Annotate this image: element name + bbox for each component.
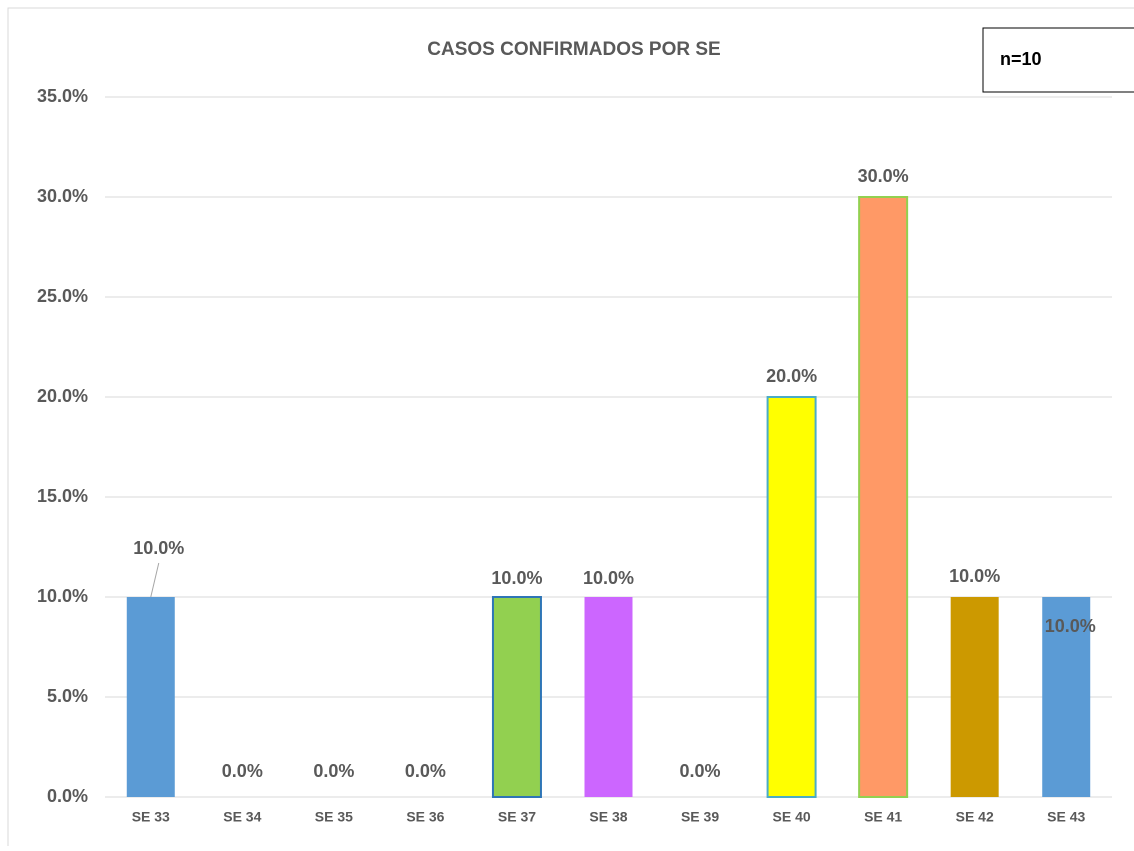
data-label: 20.0% — [766, 366, 817, 386]
data-label: 10.0% — [1045, 616, 1096, 636]
data-label: 30.0% — [858, 166, 909, 186]
x-tick-label: SE 35 — [315, 809, 353, 825]
data-label: 0.0% — [680, 761, 721, 781]
x-tick-label: SE 43 — [1047, 809, 1085, 825]
data-label: 10.0% — [583, 568, 634, 588]
y-tick-label: 20.0% — [37, 386, 88, 406]
bar — [491, 596, 542, 798]
annotation-box — [982, 27, 1134, 93]
bar — [126, 597, 175, 797]
chart-frame — [7, 7, 1134, 846]
x-tick-label: SE 38 — [589, 809, 627, 825]
x-tick-label: SE 34 — [223, 809, 261, 825]
y-tick-label: 5.0% — [47, 686, 88, 706]
y-tick-label: 25.0% — [37, 286, 88, 306]
x-tick-label: SE 37 — [498, 809, 536, 825]
bar — [950, 597, 999, 797]
annotation: n=10 — [1000, 49, 1042, 69]
bar — [584, 597, 633, 797]
data-label: 0.0% — [222, 761, 263, 781]
x-tick-label: SE 40 — [773, 809, 811, 825]
data-label: 0.0% — [405, 761, 446, 781]
data-label: 0.0% — [313, 761, 354, 781]
y-tick-label: 30.0% — [37, 186, 88, 206]
x-tick-label: SE 33 — [132, 809, 170, 825]
data-label: 10.0% — [133, 538, 184, 558]
chart-title: CASOS CONFIRMADOS POR SE — [427, 39, 720, 60]
data-label: 10.0% — [491, 568, 542, 588]
data-label: 10.0% — [949, 566, 1000, 586]
y-tick-label: 10.0% — [37, 586, 88, 606]
bar — [1042, 597, 1091, 797]
bar — [858, 196, 909, 798]
x-tick-label: SE 42 — [956, 809, 994, 825]
x-tick-label: SE 41 — [864, 809, 902, 825]
leader-line — [150, 562, 160, 598]
y-tick-label: 0.0% — [47, 786, 88, 806]
x-tick-label: SE 36 — [406, 809, 444, 825]
y-tick-label: 15.0% — [37, 486, 88, 506]
x-tick-label: SE 39 — [681, 809, 719, 825]
y-tick-label: 35.0% — [37, 86, 88, 106]
bar — [766, 396, 817, 798]
